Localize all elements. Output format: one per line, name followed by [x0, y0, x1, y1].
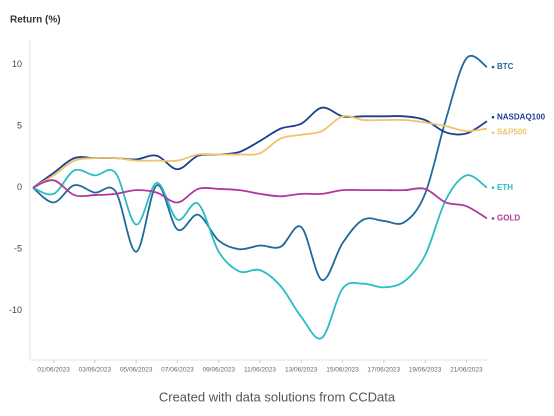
- x-tick-label: 07/06/2023: [161, 367, 194, 374]
- series-line: [32, 179, 488, 220]
- legend-label: ETH: [497, 183, 513, 192]
- x-tick-label: 19/06/2023: [409, 367, 442, 374]
- legend-label: GOLD: [497, 214, 520, 223]
- chart-title: Return (%): [10, 15, 61, 26]
- x-tick-label: 03/06/2023: [79, 367, 112, 374]
- y-tick-label: 10: [12, 59, 22, 69]
- legend-dot: [491, 186, 495, 189]
- footer: Created with data solutions from CCData: [159, 389, 396, 404]
- x-tick-label: 01/06/2023: [37, 367, 70, 374]
- x-tick-label: 09/06/2023: [202, 367, 235, 374]
- x-tick-label: 13/06/2023: [285, 367, 318, 374]
- legend-dot: [491, 115, 495, 119]
- legend-label: BTC: [497, 62, 514, 71]
- series-line: [32, 115, 488, 189]
- legend-label: NASDAQ100: [497, 112, 546, 121]
- legend-dot: [491, 217, 495, 220]
- x-tick-label: 21/06/2023: [450, 367, 483, 374]
- x-tick-label: 15/06/2023: [326, 367, 359, 374]
- x-tick-label: 05/06/2023: [120, 367, 153, 374]
- y-tick-label: 0: [17, 182, 22, 192]
- series-line: [32, 54, 488, 281]
- series-line: [32, 168, 488, 340]
- legend-dot: [491, 65, 495, 69]
- x-tick-label: 17/06/2023: [368, 367, 401, 374]
- y-tick-label: -5: [14, 244, 22, 254]
- x-tick-label: 11/06/2023: [244, 367, 276, 374]
- legend-label: S&P500: [497, 128, 527, 137]
- series-line: [32, 106, 488, 189]
- y-tick-label: -10: [9, 305, 22, 315]
- legend-dot: [491, 131, 495, 134]
- y-tick-label: 5: [17, 121, 22, 131]
